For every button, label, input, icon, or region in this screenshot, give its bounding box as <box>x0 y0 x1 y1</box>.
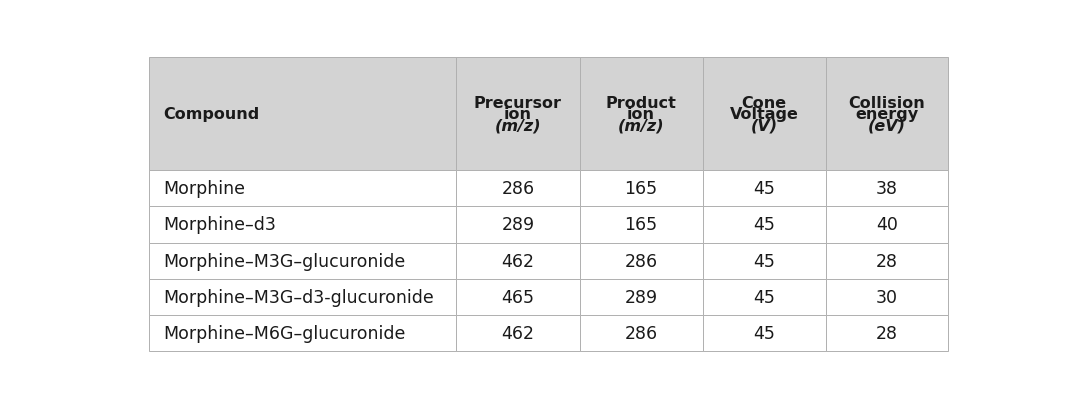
Bar <box>580 315 703 351</box>
Text: 38: 38 <box>876 180 898 198</box>
Text: Morphine–M6G–glucuronide: Morphine–M6G–glucuronide <box>163 324 406 342</box>
Bar <box>580 207 703 243</box>
Text: 286: 286 <box>502 180 535 198</box>
Bar <box>580 171 703 207</box>
Bar <box>703 279 826 315</box>
Text: 45: 45 <box>753 216 775 234</box>
Bar <box>149 279 457 315</box>
Text: 40: 40 <box>876 216 898 234</box>
Text: ion: ion <box>504 107 532 122</box>
Bar <box>826 243 948 279</box>
Bar <box>703 58 826 171</box>
Bar <box>703 315 826 351</box>
Text: (V): (V) <box>751 118 778 133</box>
Bar <box>457 243 580 279</box>
Bar <box>457 171 580 207</box>
Bar <box>826 315 948 351</box>
Bar <box>826 279 948 315</box>
Bar <box>826 207 948 243</box>
Text: energy: energy <box>855 107 918 122</box>
Bar <box>149 171 457 207</box>
Text: 28: 28 <box>876 252 898 270</box>
Text: 462: 462 <box>502 324 535 342</box>
Text: ion: ion <box>627 107 655 122</box>
Text: (eV): (eV) <box>868 118 906 133</box>
Bar <box>826 58 948 171</box>
Bar <box>457 315 580 351</box>
Text: (m/z): (m/z) <box>617 118 664 133</box>
Bar <box>580 279 703 315</box>
Text: 165: 165 <box>625 216 658 234</box>
Text: 45: 45 <box>753 324 775 342</box>
Text: 462: 462 <box>502 252 535 270</box>
Text: 45: 45 <box>753 252 775 270</box>
Bar <box>457 279 580 315</box>
Text: Morphine–M3G–d3-glucuronide: Morphine–M3G–d3-glucuronide <box>163 288 433 306</box>
Text: Precursor: Precursor <box>474 96 562 111</box>
Text: Product: Product <box>606 96 676 111</box>
Bar <box>149 243 457 279</box>
Bar <box>826 171 948 207</box>
Bar <box>149 315 457 351</box>
Bar <box>457 207 580 243</box>
Bar <box>703 243 826 279</box>
Text: Voltage: Voltage <box>730 107 798 122</box>
Text: Cone: Cone <box>742 96 786 111</box>
Text: 28: 28 <box>876 324 898 342</box>
Bar <box>580 58 703 171</box>
Bar <box>703 207 826 243</box>
Text: 286: 286 <box>625 324 658 342</box>
Text: Collision: Collision <box>849 96 926 111</box>
Text: Morphine–M3G–glucuronide: Morphine–M3G–glucuronide <box>163 252 406 270</box>
Bar <box>149 207 457 243</box>
Text: 465: 465 <box>502 288 535 306</box>
Text: Morphine–d3: Morphine–d3 <box>163 216 276 234</box>
Text: 289: 289 <box>502 216 535 234</box>
Text: 45: 45 <box>753 288 775 306</box>
Text: Compound: Compound <box>163 107 259 122</box>
Bar <box>457 58 580 171</box>
Text: 30: 30 <box>876 288 898 306</box>
Text: 286: 286 <box>625 252 658 270</box>
Bar <box>149 58 457 171</box>
Text: 165: 165 <box>625 180 658 198</box>
Text: (m/z): (m/z) <box>494 118 541 133</box>
Bar <box>703 171 826 207</box>
Text: 289: 289 <box>625 288 658 306</box>
Text: 45: 45 <box>753 180 775 198</box>
Text: Morphine: Morphine <box>163 180 245 198</box>
Bar <box>580 243 703 279</box>
